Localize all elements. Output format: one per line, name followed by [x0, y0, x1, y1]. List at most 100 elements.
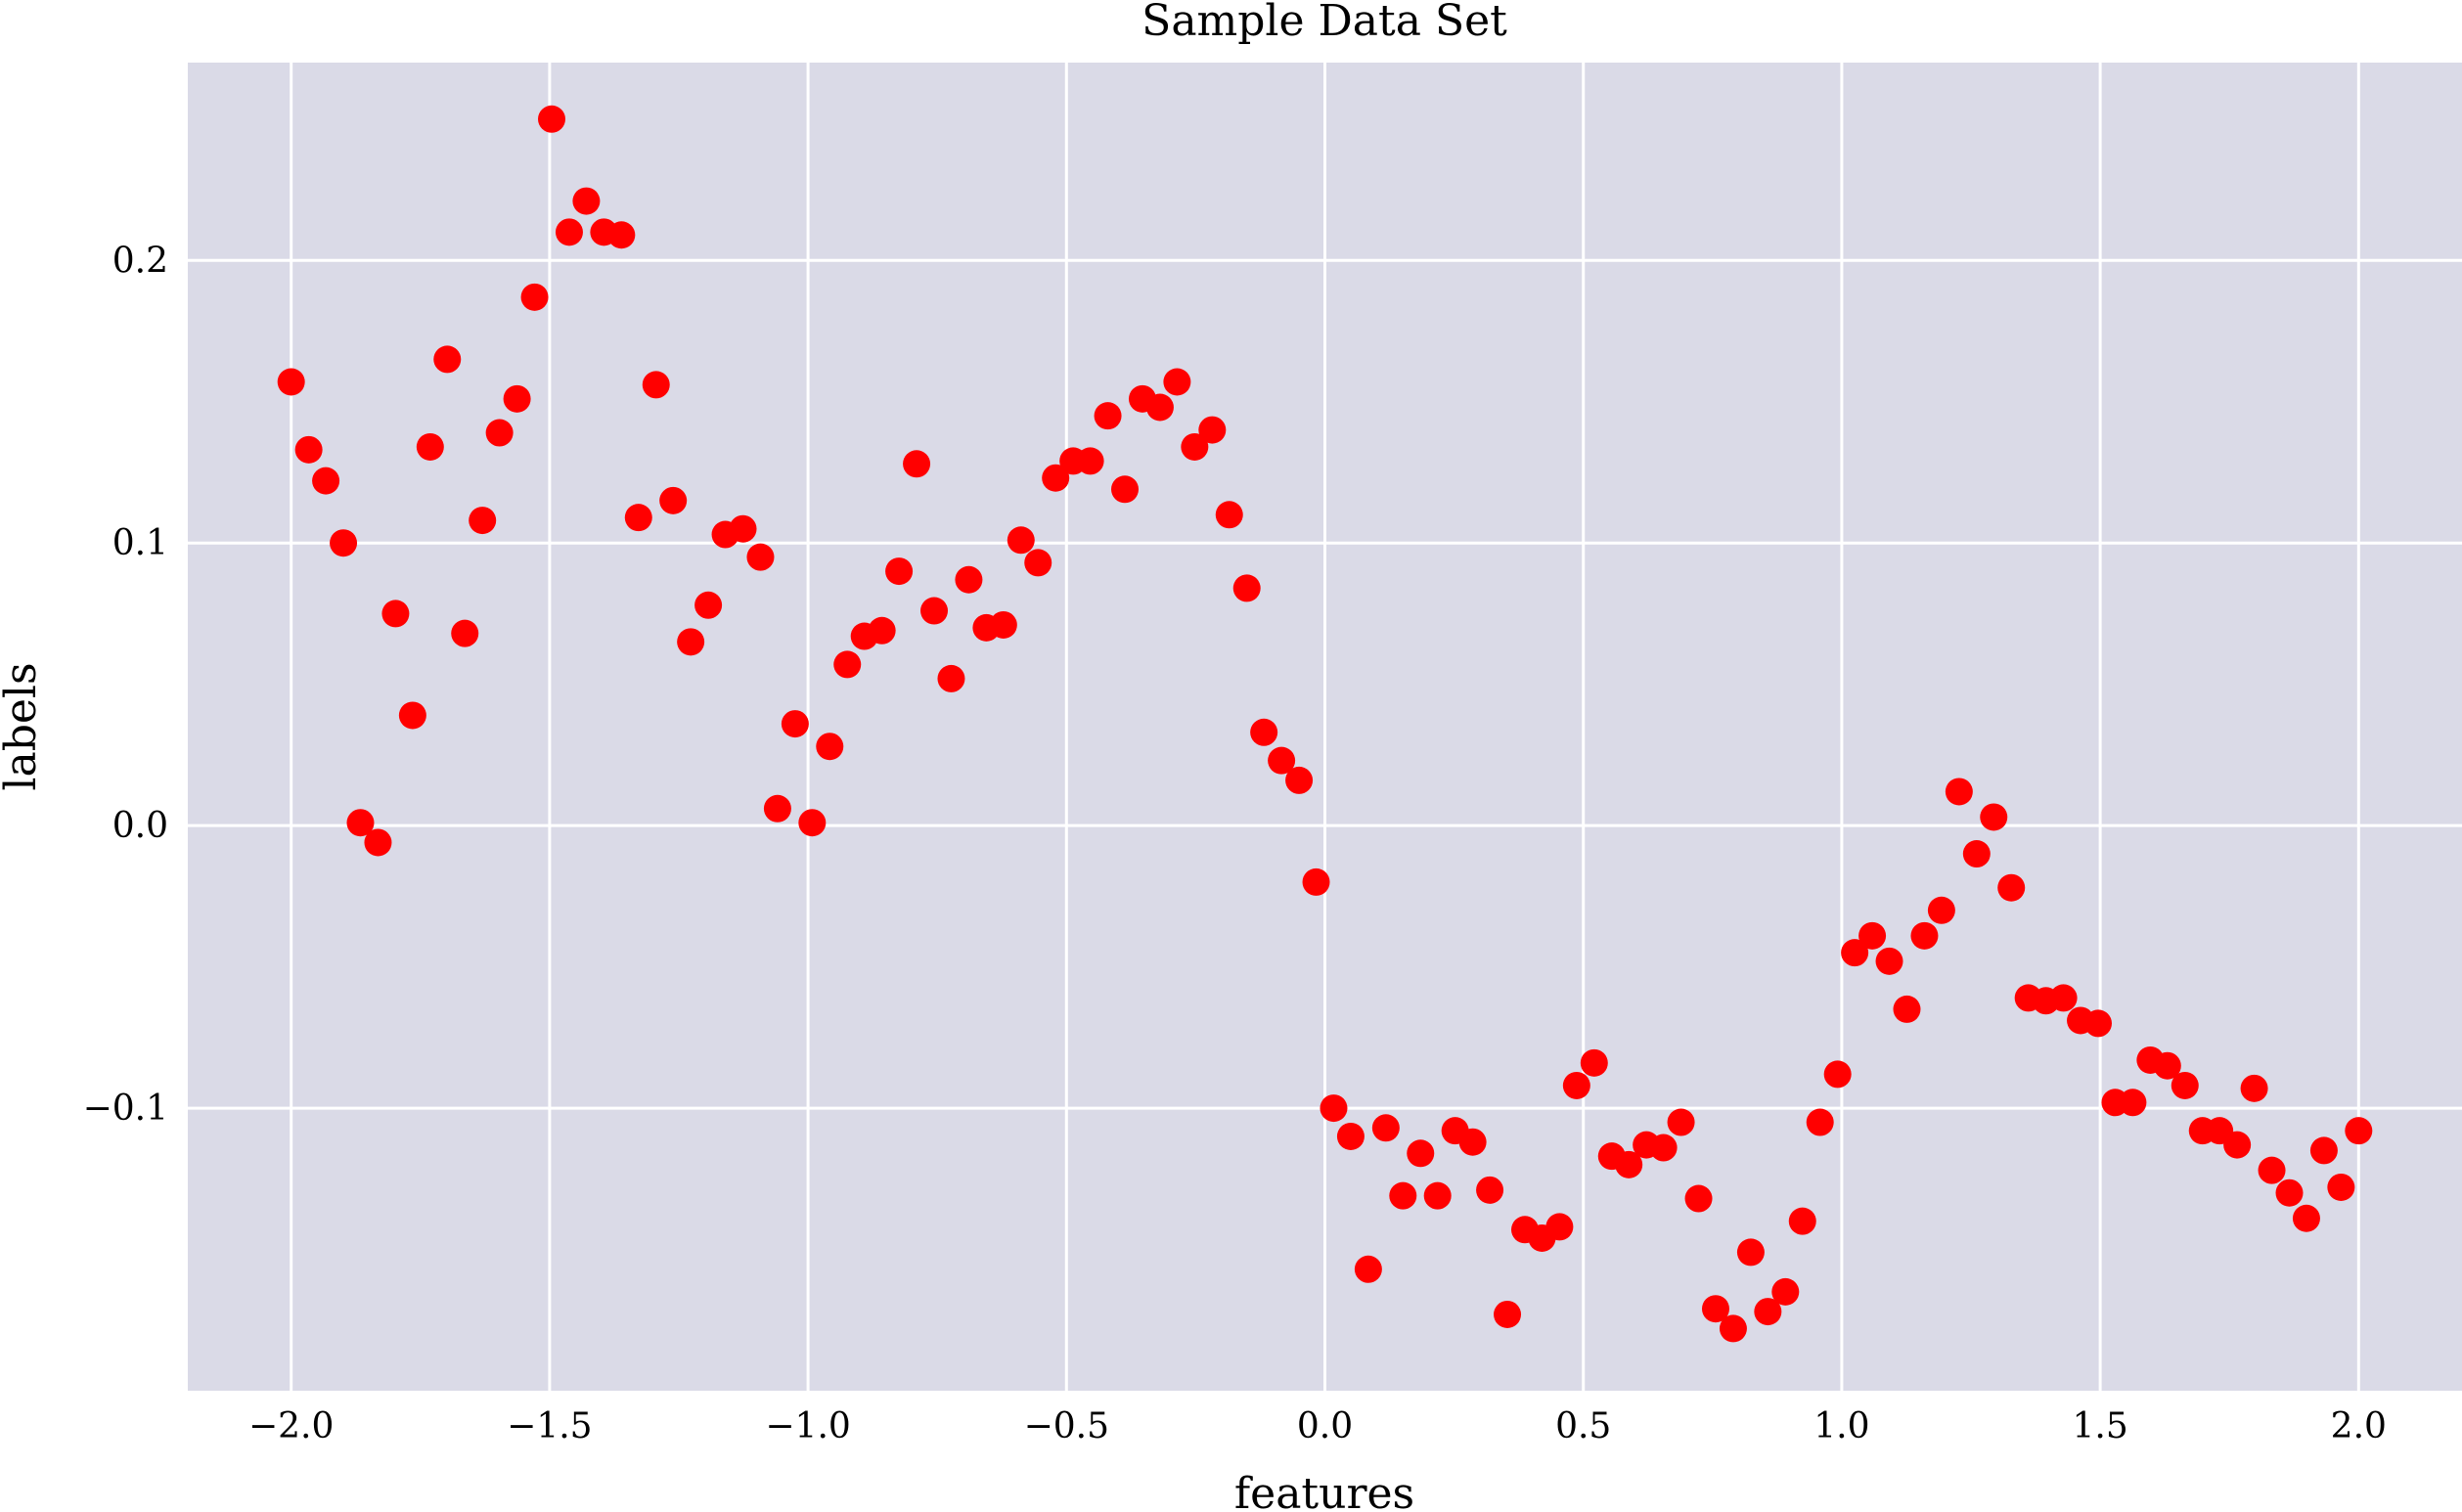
data-point [1024, 549, 1052, 577]
y-tick-label: 0.2 [112, 241, 168, 281]
data-point [1667, 1108, 1695, 1136]
data-point [1407, 1139, 1435, 1168]
x-tick-label: 0.5 [1555, 1406, 1611, 1446]
data-point [2292, 1204, 2320, 1232]
data-point [2171, 1071, 2199, 1099]
data-point [624, 504, 652, 532]
data-point [1997, 873, 2026, 902]
x-tick-label: 2.0 [2331, 1406, 2387, 1446]
data-point [1841, 939, 1869, 967]
data-point [1094, 402, 1122, 430]
x-tick-label: 1.5 [2072, 1406, 2127, 1446]
data-point [294, 435, 323, 464]
data-point [2119, 1089, 2147, 1117]
data-point [1215, 501, 1243, 529]
data-point [1893, 995, 1921, 1023]
data-point [937, 664, 965, 692]
data-point [1042, 464, 1070, 492]
x-tick-labels: −2.0 −1.5 −1.0 −0.5 0.0 0.5 1.0 1.5 2.0 [248, 1406, 2387, 1446]
data-point [1476, 1176, 1504, 1204]
data-point [2309, 1136, 2338, 1165]
data-point [729, 514, 757, 543]
data-point [2153, 1051, 2181, 1080]
data-point [955, 565, 983, 594]
data-point [1736, 1238, 1765, 1267]
data-point [1320, 1094, 1348, 1123]
data-point [903, 450, 931, 478]
data-point [277, 368, 305, 396]
data-point [416, 432, 444, 461]
data-point [1181, 432, 1209, 461]
data-point [920, 597, 949, 625]
data-point [2240, 1074, 2268, 1102]
x-tick-label: 0.0 [1297, 1406, 1353, 1446]
data-point [659, 486, 688, 514]
data-point [1788, 1207, 1816, 1235]
data-point [1354, 1255, 1382, 1283]
data-point [798, 809, 827, 837]
x-tick-label: −2.0 [248, 1406, 334, 1446]
data-point [1268, 746, 1296, 775]
data-point [1875, 947, 1903, 975]
data-point [2275, 1178, 2304, 1207]
data-point [1754, 1298, 1782, 1326]
data-point [1615, 1150, 1643, 1178]
data-point [1371, 1114, 1400, 1142]
data-point [1232, 574, 1261, 602]
data-point [1458, 1128, 1487, 1156]
x-tick-label: 1.0 [1813, 1406, 1869, 1446]
y-tick-label: −0.1 [83, 1089, 168, 1129]
data-point [2049, 984, 2078, 1012]
data-point [312, 467, 340, 495]
data-points [277, 105, 2373, 1343]
data-point [816, 733, 844, 761]
data-point [538, 105, 565, 133]
data-point [1649, 1134, 1678, 1162]
data-point [330, 529, 358, 557]
x-tick-label: −0.5 [1024, 1406, 1109, 1446]
data-point [381, 600, 410, 628]
data-point [1145, 393, 1174, 422]
data-point [1545, 1213, 1574, 1241]
data-point [451, 619, 479, 647]
data-point [1806, 1108, 1834, 1136]
data-point [1580, 1048, 1608, 1077]
data-point [1945, 778, 1973, 806]
data-point [1927, 896, 1955, 924]
data-point [1719, 1314, 1747, 1343]
data-point [364, 828, 392, 857]
data-point [2327, 1173, 2355, 1201]
data-point [1980, 803, 2008, 831]
data-point [1198, 416, 1227, 444]
data-point [503, 384, 531, 413]
data-point [1494, 1300, 1522, 1328]
data-point [642, 371, 670, 399]
data-point [2084, 1009, 2112, 1038]
y-axis-label: labels [0, 662, 46, 790]
data-point [2345, 1117, 2373, 1145]
data-point [1111, 475, 1140, 504]
data-point [1962, 840, 1991, 868]
data-point [1389, 1181, 1417, 1210]
data-point [1302, 867, 1330, 896]
data-point [868, 616, 896, 645]
data-point [572, 187, 601, 215]
data-point [1910, 921, 1939, 950]
chart-title: Sample Data Set [1141, 0, 1507, 46]
y-tick-label: 0.0 [112, 806, 168, 846]
data-point [1858, 921, 1887, 950]
data-point [763, 794, 791, 823]
data-point [1163, 368, 1191, 396]
data-point [1007, 526, 1035, 555]
data-point [433, 345, 462, 374]
data-point [555, 218, 583, 246]
data-point [1423, 1181, 1452, 1210]
data-point [607, 221, 636, 249]
data-point [833, 650, 862, 679]
data-point [2223, 1131, 2252, 1159]
data-point [1771, 1277, 1800, 1306]
y-tick-label: 0.1 [112, 523, 168, 563]
data-point [2258, 1156, 2286, 1184]
data-point [746, 543, 775, 571]
